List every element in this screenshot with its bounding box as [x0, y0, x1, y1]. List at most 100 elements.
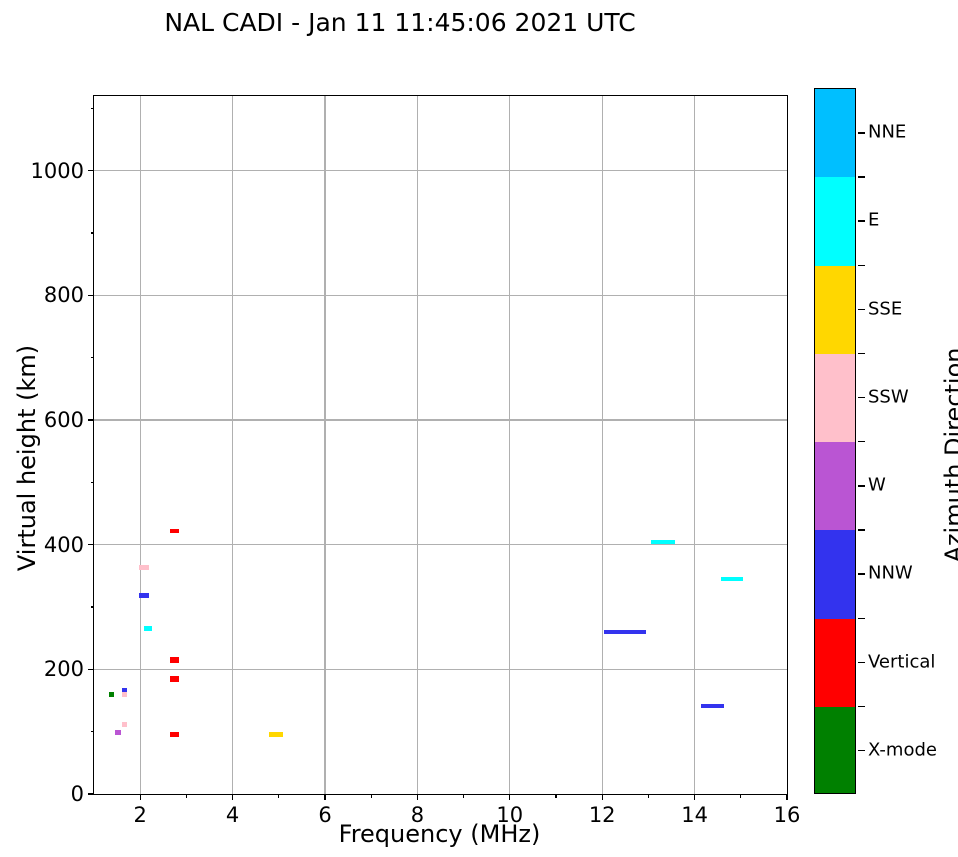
y-axis-tick — [88, 170, 94, 172]
y-axis-tick-label: 1000 — [30, 158, 84, 183]
colorbar-label-tick — [858, 308, 865, 311]
x-axis-minor-tick — [278, 794, 280, 798]
gridline-vertical — [693, 96, 696, 794]
y-axis-tick — [88, 793, 94, 795]
data-echo-vertical — [170, 528, 180, 534]
x-axis-tick — [231, 794, 234, 800]
x-axis-tick — [601, 794, 603, 800]
x-axis-tick-label: 10 — [496, 803, 524, 827]
data-echo-nnw — [122, 688, 128, 694]
x-axis-minor-tick — [462, 794, 465, 798]
colorbar-label-nne: NNE — [868, 121, 907, 143]
x-axis-minor-tick — [370, 794, 372, 798]
gridline-horizontal — [94, 170, 787, 172]
x-axis-tick-label: 8 — [410, 803, 425, 827]
x-axis-tick — [693, 794, 696, 800]
gridline-horizontal — [94, 668, 787, 670]
x-axis-tick — [139, 794, 141, 800]
x-axis-tick-label: 14 — [681, 803, 708, 827]
colorbar-label-tick — [858, 396, 865, 399]
x-axis-tick-label: 4 — [225, 803, 240, 827]
data-echo-sse — [269, 731, 283, 737]
gridline-vertical — [601, 96, 603, 794]
colorbar-label-nnw: NNW — [868, 562, 913, 584]
data-echo-vertical — [170, 675, 180, 682]
y-axis-minor-tick — [90, 481, 94, 484]
azimuth-colorbar — [814, 88, 856, 794]
y-axis-tick — [88, 419, 94, 421]
y-axis-tick — [88, 668, 94, 671]
x-axis-minor-tick — [740, 794, 742, 798]
x-axis-tick-label: 12 — [588, 803, 616, 827]
colorbar-segment-nne — [815, 89, 855, 178]
y-axis-tick-label: 0 — [70, 782, 84, 806]
plot-axes: 2 4 6 8 10 12 14 16 0 200 400 600 800 1000 — [31, 95, 800, 827]
colorbar-label-e: E — [868, 209, 880, 231]
y-axis-minor-tick — [90, 232, 94, 234]
colorbar-tick — [858, 705, 865, 708]
data-echo-vertical — [170, 731, 180, 737]
y-axis-minor-tick — [90, 730, 94, 733]
colorbar-tick — [858, 529, 865, 531]
colorbar-label-tick — [858, 661, 865, 664]
colorbar-label-tick — [858, 220, 865, 222]
plot-data-area — [94, 96, 787, 794]
colorbar-label-tick — [858, 573, 865, 575]
gridline-horizontal — [94, 419, 787, 421]
colorbar-tick — [858, 617, 865, 619]
gridline-vertical — [324, 96, 326, 794]
x-axis-label: Frequency (MHz) — [338, 820, 541, 848]
data-echo-ssw — [122, 692, 128, 698]
y-axis-minor-tick — [90, 107, 94, 110]
data-echo-e — [720, 576, 744, 581]
colorbar-label-sse: SSE — [868, 298, 903, 320]
y-axis-label: Virtual height (km) — [13, 344, 41, 572]
y-axis-tick — [88, 544, 94, 546]
data-echo-x-mode — [108, 691, 114, 697]
x-axis-tick — [786, 794, 788, 800]
x-axis-tick-label: 6 — [318, 803, 332, 827]
x-axis-tick-label: 16 — [773, 803, 801, 827]
y-axis-minor-tick — [90, 606, 94, 608]
colorbar-segment-ssw — [815, 353, 855, 443]
data-echo-nnw — [603, 629, 647, 634]
gridline-vertical — [416, 96, 419, 794]
x-axis-tick — [509, 794, 511, 800]
colorbar-label-ssw: SSW — [868, 386, 909, 408]
colorbar-tick — [858, 264, 865, 266]
data-echo-vertical — [170, 656, 180, 664]
data-echo-w — [114, 730, 122, 736]
colorbar-segment-x-mode — [815, 706, 855, 793]
x-axis-tick-label: 2 — [133, 803, 147, 827]
data-echo-ssw — [139, 565, 149, 571]
y-axis-tick-label: 400 — [43, 532, 84, 557]
page-title: NAL CADI - Jan 11 11:45:06 2021 UTC — [164, 8, 636, 37]
data-echo-e — [651, 540, 676, 545]
y-axis-tick-label: 200 — [43, 657, 84, 682]
colorbar-label-tick — [858, 132, 865, 134]
gridline-vertical — [139, 96, 141, 794]
colorbar-label-tick — [858, 749, 865, 752]
y-axis-tick-label: 600 — [43, 408, 84, 433]
data-echo-ssw — [122, 721, 128, 727]
x-axis-tick — [324, 794, 326, 800]
data-echo-nnw — [139, 593, 149, 599]
data-echo-e — [144, 626, 152, 632]
y-axis-tick-label: 800 — [43, 283, 84, 308]
gridline-horizontal — [94, 294, 787, 297]
y-axis-tick — [88, 294, 94, 297]
colorbar-segment-vertical — [815, 618, 855, 708]
colorbar-label-tick — [858, 485, 865, 487]
x-axis-minor-tick — [647, 794, 650, 798]
colorbar-tick — [858, 441, 865, 443]
data-echo-nnw — [700, 704, 724, 709]
colorbar-title: Azimuth Direction — [940, 347, 958, 563]
colorbar-segment-w — [815, 442, 855, 531]
colorbar-segment-sse — [815, 265, 855, 355]
colorbar-segment-e — [815, 177, 855, 266]
colorbar-tick — [858, 176, 865, 178]
colorbar-segment-nnw — [815, 530, 855, 619]
x-axis-minor-tick — [185, 794, 188, 798]
colorbar-label-vertical: Vertical — [868, 651, 936, 673]
